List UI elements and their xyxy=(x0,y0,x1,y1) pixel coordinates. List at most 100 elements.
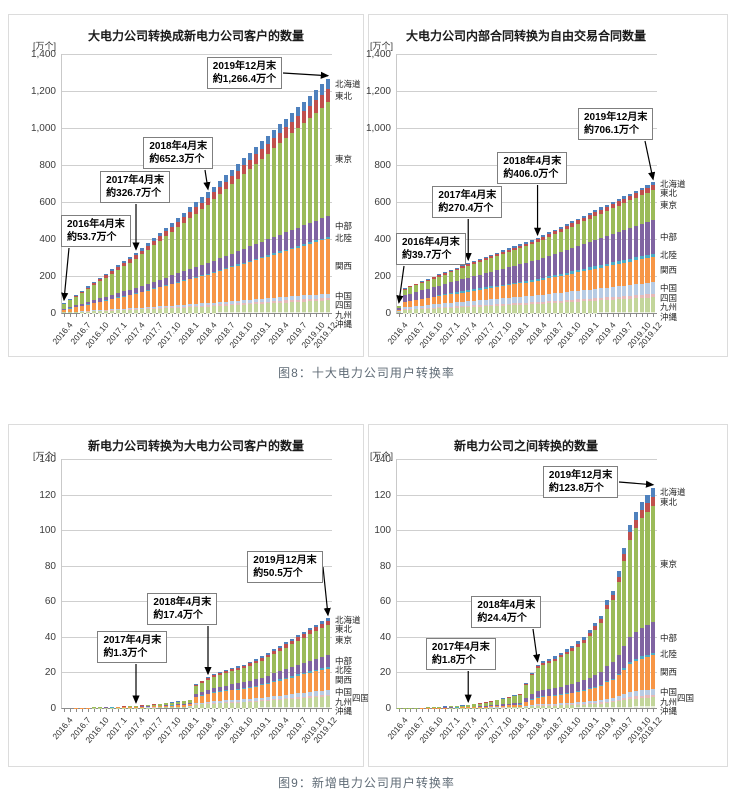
bar-segment xyxy=(512,247,517,251)
bar-segment xyxy=(587,677,592,689)
bar-segment xyxy=(247,698,253,702)
axis-tick xyxy=(468,314,470,317)
bar-segment xyxy=(277,302,283,313)
bar-column xyxy=(552,54,558,313)
bar-stack xyxy=(599,459,604,708)
bar-stack xyxy=(506,459,511,708)
bar-segment xyxy=(564,300,569,303)
bar-segment xyxy=(319,707,325,708)
bar-stack xyxy=(628,54,633,313)
bar-segment xyxy=(564,249,569,273)
annotation-text: 2018年4月末 xyxy=(153,597,212,609)
bar-segment xyxy=(576,299,581,302)
bar-column xyxy=(506,459,512,708)
bar-stack xyxy=(443,54,448,313)
bar-segment xyxy=(187,704,193,707)
axis-tick xyxy=(462,314,464,317)
bar-segment xyxy=(610,312,615,313)
bar-segment xyxy=(610,679,615,699)
bar-segment xyxy=(564,292,569,301)
bar-stack xyxy=(414,54,419,313)
bar-segment xyxy=(581,636,586,640)
bar-stack xyxy=(524,459,529,708)
bar-segment xyxy=(199,197,205,203)
bar-segment xyxy=(289,112,295,122)
bar-segment xyxy=(217,703,223,708)
legend-label: 沖縄 xyxy=(660,311,678,322)
bar-stack xyxy=(604,54,610,313)
bar-segment xyxy=(163,236,169,278)
bar-segment xyxy=(229,671,235,685)
bar-segment xyxy=(229,184,235,254)
annotation-text: 約50.5万个 xyxy=(253,568,303,580)
bar-stack xyxy=(289,54,295,313)
bar-segment xyxy=(408,286,413,288)
y-axis-tick-label: 800 xyxy=(374,160,391,171)
bar-segment xyxy=(217,686,223,692)
bar-segment xyxy=(570,683,575,693)
bar-segment xyxy=(271,312,277,313)
bar-segment xyxy=(73,307,79,312)
bar-stack xyxy=(633,54,638,313)
bar-segment xyxy=(289,121,295,134)
bar-segment xyxy=(639,627,644,657)
bar-segment xyxy=(301,662,307,673)
bar-segment xyxy=(437,303,442,308)
bar-segment xyxy=(564,225,569,230)
bar-stack xyxy=(500,54,505,313)
axis-tick xyxy=(256,314,257,317)
bar-column xyxy=(541,459,547,708)
bar-segment xyxy=(610,265,615,287)
bar-segment xyxy=(127,309,133,313)
axis-tick xyxy=(485,709,487,712)
bar-segment xyxy=(175,282,181,306)
bar-segment xyxy=(651,182,656,186)
axis-tick xyxy=(64,314,65,317)
bar-segment xyxy=(645,254,650,259)
bar-segment xyxy=(622,230,627,260)
bar-column xyxy=(271,54,277,313)
bar-segment xyxy=(616,264,621,287)
bar-segment xyxy=(645,494,650,504)
bar-segment xyxy=(205,701,211,704)
axis-tick xyxy=(136,709,137,712)
y-axis-tick-label: 800 xyxy=(39,160,56,171)
bar-segment xyxy=(283,312,289,313)
chart-internal-contract-switch: 大电力公司内部合同转换为自由交易合同数量 [万个] 1,400 1,200 1,00… xyxy=(366,14,728,357)
bar-segment xyxy=(103,273,109,276)
bar-segment xyxy=(73,295,79,297)
bar-segment xyxy=(633,226,638,258)
bar-segment xyxy=(325,102,331,216)
annotation-text: 約652.3万个 xyxy=(149,153,205,165)
bar-segment xyxy=(277,699,283,708)
bar-segment xyxy=(489,287,494,300)
legend-label: 九州 xyxy=(660,696,678,707)
bar-segment xyxy=(283,647,289,670)
y-axis-tick-label: 80 xyxy=(44,560,56,572)
axis-tick xyxy=(526,314,527,317)
axis-tick xyxy=(202,314,203,317)
bar-segment xyxy=(616,654,621,674)
bar-column xyxy=(85,459,91,708)
bar-segment xyxy=(547,237,552,256)
bar-segment xyxy=(247,168,253,247)
bar-segment xyxy=(271,297,277,302)
bar-segment xyxy=(205,703,211,704)
bar-segment xyxy=(253,299,259,303)
legend-label: 九州 xyxy=(335,309,353,320)
bar-column xyxy=(67,54,73,313)
bar-stack xyxy=(67,54,73,313)
bar-segment xyxy=(121,263,127,267)
axis-tick xyxy=(641,314,643,317)
bar-segment xyxy=(581,704,586,708)
bar-segment xyxy=(639,518,644,628)
bar-segment xyxy=(211,186,217,193)
bar-segment xyxy=(241,688,247,700)
bar-segment xyxy=(552,656,557,659)
bar-segment xyxy=(193,703,199,705)
bar-column xyxy=(535,459,541,708)
axis-tick xyxy=(410,314,412,317)
bar-segment xyxy=(524,280,529,283)
axis-tick xyxy=(262,314,263,317)
bar-segment xyxy=(211,304,217,307)
